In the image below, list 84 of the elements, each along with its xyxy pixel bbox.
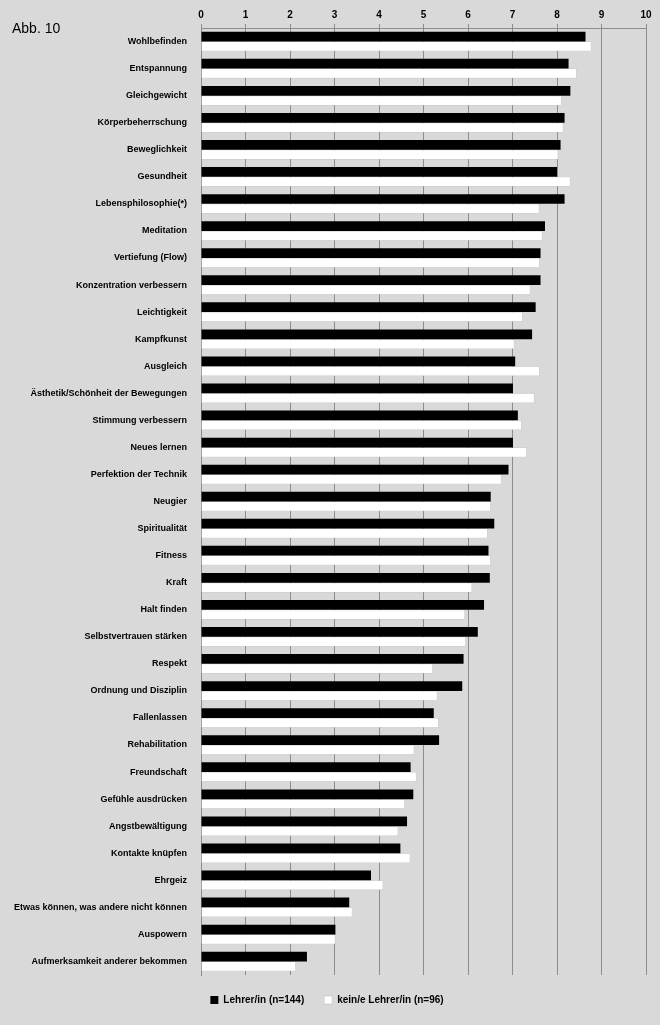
bar	[201, 410, 518, 421]
y-tick-label: Auspowern	[138, 928, 188, 939]
legend-label: kein/e Lehrer/in (n=96)	[337, 993, 444, 1005]
bar	[201, 762, 411, 773]
x-tick-label: 4	[376, 8, 383, 20]
bar	[201, 518, 495, 529]
bar	[201, 789, 414, 800]
bar	[201, 58, 569, 69]
x-tick-label: 0	[198, 8, 205, 20]
y-tick-label: Lebensphilosophie(*)	[95, 198, 188, 209]
y-tick-label: Kraft	[166, 577, 188, 588]
bar	[201, 329, 533, 340]
bar	[201, 194, 565, 204]
y-tick-label: Vertiefung (Flow)	[114, 252, 188, 263]
y-tick-label: Wohlbefinden	[127, 36, 188, 47]
bar	[201, 627, 478, 637]
y-tick-label: Ordnung und Disziplin	[90, 685, 188, 696]
y-tick-label: Körperbeherrschung	[97, 117, 188, 128]
bar	[201, 816, 408, 827]
legend-label: Lehrer/in (n=144)	[223, 993, 305, 1005]
y-tick-label: Fitness	[155, 550, 188, 561]
y-tick-label: Gefühle ausdrücken	[100, 793, 188, 804]
bar	[201, 221, 545, 231]
x-tick-label: 3	[331, 8, 338, 20]
y-tick-label: Ausgleich	[144, 360, 188, 371]
y-tick-label: Kampfkunst	[135, 333, 188, 344]
bar	[201, 140, 561, 150]
bar	[201, 654, 464, 664]
bar	[201, 924, 336, 935]
y-tick-label: Ästhetik/Schönheit der Bewegungen	[30, 387, 188, 398]
bar	[201, 897, 350, 908]
bar	[201, 383, 513, 394]
bar	[201, 870, 372, 881]
y-tick-label: Beweglichkeit	[127, 144, 188, 155]
bar	[201, 951, 307, 962]
bar	[201, 437, 513, 448]
x-tick-label: 10	[640, 8, 652, 20]
bar	[201, 843, 401, 854]
y-tick-label: Kontakte knüpfen	[111, 847, 188, 858]
y-tick-label: Gesundheit	[137, 171, 188, 182]
x-tick-label: 1	[242, 8, 249, 20]
bar	[201, 599, 485, 610]
y-tick-label: Konzentration verbessern	[76, 279, 188, 290]
y-tick-label: Respekt	[152, 658, 188, 669]
y-tick-label: Ehrgeiz	[154, 874, 188, 885]
x-tick-label: 7	[509, 8, 516, 20]
bar	[201, 167, 558, 177]
y-tick-label: Neues lernen	[130, 441, 188, 452]
bar	[201, 464, 509, 475]
bar	[201, 572, 490, 583]
bar	[201, 681, 463, 691]
y-tick-label: Neugier	[153, 495, 188, 506]
bar	[201, 735, 440, 746]
bar	[201, 248, 541, 258]
y-tick-label: Halt finden	[140, 604, 188, 615]
y-tick-label: Meditation	[142, 225, 188, 236]
y-tick-label: Fallenlassen	[133, 712, 188, 723]
x-tick-label: 9	[598, 8, 605, 20]
y-tick-label: Perfektion der Technik	[90, 468, 189, 479]
x-tick-label: 6	[465, 8, 472, 20]
caption: Abb. 10	[12, 19, 61, 36]
bar	[201, 708, 434, 718]
x-tick-label: 5	[420, 8, 427, 20]
bar	[201, 491, 491, 502]
bar	[201, 85, 571, 96]
x-tick-label: 8	[554, 8, 561, 20]
y-tick-label: Freundschaft	[130, 766, 188, 777]
y-tick-label: Spiritualität	[137, 523, 188, 534]
bar	[201, 112, 565, 123]
y-tick-label: Entspannung	[129, 63, 188, 74]
y-tick-label: Rehabilitation	[127, 739, 188, 750]
y-tick-label: Aufmerksamkeit anderer bekommen	[31, 955, 188, 966]
bar	[201, 356, 516, 367]
y-tick-label: Selbstvertrauen stärken	[84, 631, 188, 642]
y-tick-label: Etwas können, was andere nicht können	[13, 901, 188, 912]
y-tick-label: Stimmung verbessern	[92, 414, 188, 425]
y-tick-label: Leichtigkeit	[137, 306, 188, 317]
y-tick-label: Gleichgewicht	[126, 90, 188, 101]
bar	[201, 31, 586, 42]
bar	[201, 302, 536, 313]
bar	[201, 275, 541, 286]
x-tick-label: 2	[287, 8, 294, 20]
bar	[201, 545, 489, 556]
y-tick-label: Angstbewältigung	[109, 820, 188, 831]
